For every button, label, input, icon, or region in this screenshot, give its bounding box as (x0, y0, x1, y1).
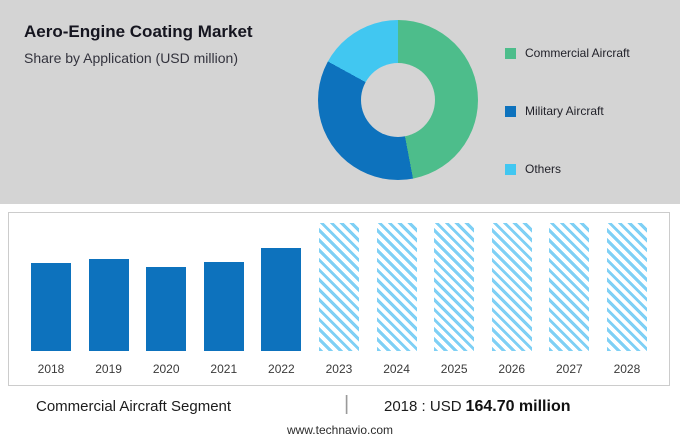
x-axis-label-2019: 2019 (95, 362, 122, 376)
bar-forecast-2025 (434, 223, 475, 351)
bars-row (9, 221, 669, 351)
legend-label: Others (525, 162, 562, 176)
x-axis-label-2025: 2025 (440, 362, 468, 376)
x-axis-label-2026: 2026 (498, 362, 526, 376)
page-subtitle: Share by Application (USD million) (24, 50, 238, 66)
x-axis-label-2023: 2023 (325, 362, 353, 376)
x-axis-label-2027: 2027 (555, 362, 583, 376)
top-panel: Aero-Engine Coating Market Share by Appl… (0, 0, 680, 204)
legend: Commercial Aircraft Military Aircraft Othe… (505, 46, 630, 176)
legend-item-others: Others (505, 162, 630, 176)
bar-2019 (88, 259, 129, 351)
footer-segment-label: Commercial Aircraft Segment (36, 398, 232, 415)
legend-swatch (505, 163, 516, 175)
website-link: www.technavio.com (286, 423, 394, 437)
footer-value: 2018 : USD 164.70 million (384, 398, 570, 416)
donut-hole (361, 63, 435, 137)
bar-2018 (31, 263, 71, 351)
x-axis-label-2021: 2021 (210, 362, 238, 376)
footer-value-bold: 164.70 million (465, 398, 571, 415)
x-axis-label-2028: 2028 (613, 362, 641, 376)
bar-forecast-2026 (491, 223, 532, 351)
donut-chart (318, 20, 478, 180)
page-title: Aero-Engine Coating Market (24, 22, 253, 41)
x-axis-label-2024: 2024 (383, 362, 410, 376)
x-axis-label-2020: 2020 (152, 362, 180, 376)
x-axis-label-2018: 2018 (37, 362, 65, 376)
bar-forecast-2027 (549, 223, 590, 351)
footer-separator: | (344, 393, 350, 415)
footer-value-prefix: 2018 : USD (384, 398, 462, 415)
bar-forecast-2023 (318, 223, 359, 351)
bar-2021 (203, 262, 244, 351)
legend-swatch (505, 105, 516, 117)
legend-label: Commercial Aircraft (525, 46, 630, 60)
bar-2020 (146, 267, 187, 351)
bar-forecast-2024 (376, 223, 417, 351)
legend-item-military-aircraft: Military Aircraft (505, 104, 630, 118)
legend-swatch (505, 47, 516, 59)
bar-chart-panel: 2018 2019 2020 2021 2022 2023 2024 2025 2026 2027… (8, 212, 670, 386)
x-axis-labels: 2018 2019 2020 2021 2022 2023 2024 2025 2026 2027… (9, 362, 669, 376)
bar-2022 (261, 248, 302, 351)
bar-forecast-2028 (606, 223, 647, 351)
x-axis-label-2022: 2022 (268, 362, 295, 376)
legend-item-commercial-aircraft: Commercial Aircraft (505, 46, 630, 60)
legend-label: Military Aircraft (525, 104, 604, 118)
